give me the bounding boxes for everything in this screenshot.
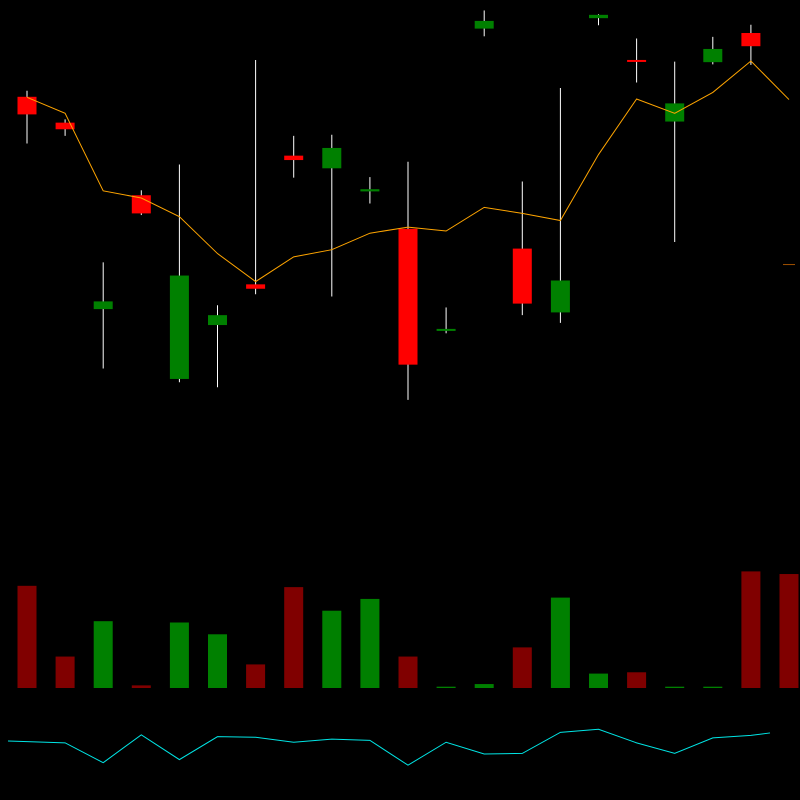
indicator-panel <box>7 728 771 766</box>
moving-average-line <box>26 60 790 283</box>
candle-body <box>474 20 494 29</box>
candle-body <box>741 33 761 47</box>
candle-body <box>703 48 723 63</box>
volume-bar <box>93 621 113 688</box>
candle-body <box>550 280 570 313</box>
candle-body <box>436 328 456 331</box>
candle-body <box>208 315 227 326</box>
candle-body <box>55 122 75 130</box>
candle-body <box>169 275 189 379</box>
indicator-line <box>7 728 771 766</box>
volume-bar <box>17 585 37 688</box>
volume-bar <box>665 686 685 688</box>
candle-body <box>17 96 37 115</box>
volume-panel <box>17 571 799 688</box>
candle-body <box>360 189 380 192</box>
volume-bar <box>627 672 647 688</box>
candle-body <box>665 103 685 122</box>
candle-body <box>512 248 532 304</box>
volume-bar <box>512 647 532 688</box>
volume-bar <box>169 622 189 688</box>
volume-bar <box>360 598 380 688</box>
candle-body <box>322 147 342 169</box>
candle-layer <box>17 14 761 379</box>
volume-bar <box>284 587 304 688</box>
candle-body <box>589 14 608 19</box>
volume-bar <box>131 685 151 688</box>
volume-bar <box>55 656 75 688</box>
volume-bar <box>550 597 570 688</box>
volume-bar <box>589 673 608 688</box>
volume-bar <box>436 686 456 688</box>
volume-bar <box>779 574 799 688</box>
candle-body <box>627 59 647 62</box>
volume-bar <box>398 656 418 688</box>
volume-bar <box>246 664 266 688</box>
candle-body <box>93 301 113 310</box>
candle-body <box>398 228 418 365</box>
volume-bar <box>474 684 494 688</box>
candle-body <box>246 284 266 289</box>
candle-body <box>284 155 304 161</box>
moving-average-layer <box>26 60 795 283</box>
volume-bar <box>741 571 761 688</box>
volume-bar <box>322 610 342 688</box>
volume-bar <box>703 686 723 688</box>
volume-bar <box>208 634 227 688</box>
price-panel <box>17 10 795 400</box>
